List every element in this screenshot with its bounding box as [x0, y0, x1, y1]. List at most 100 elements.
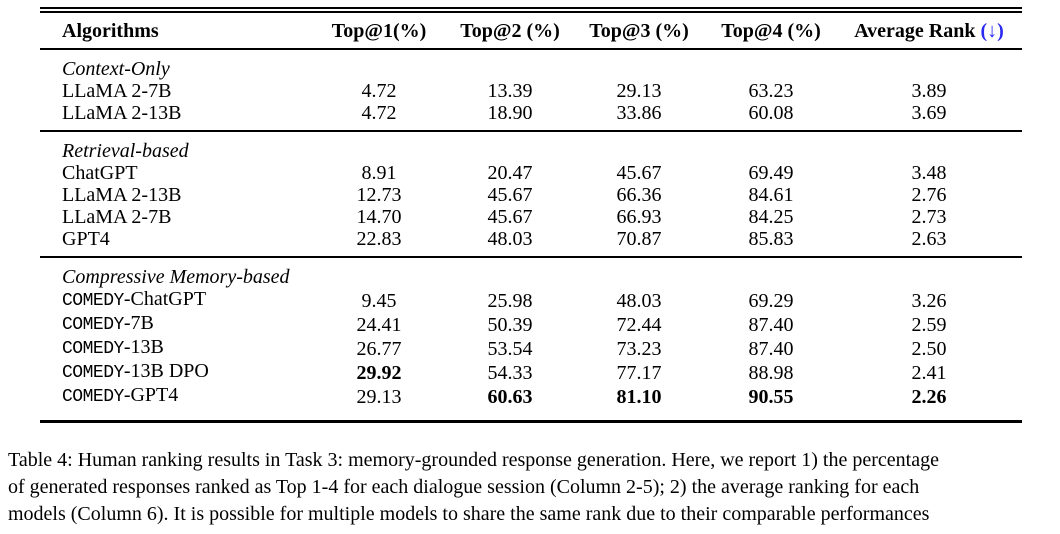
value-cell: 84.61 — [748, 184, 794, 206]
value-cell: 12.73 — [356, 184, 402, 206]
value-cell: 8.91 — [361, 162, 397, 184]
value-cell: 45.67 — [616, 162, 662, 184]
table-caption: Table 4: Human ranking results in Task 3… — [8, 447, 939, 528]
value-cell: 2.73 — [911, 206, 947, 228]
value-cell: 4.72 — [361, 102, 397, 124]
header-row: Algorithms Top@1(%) Top@2 (%) Top@3 (%) Top@… — [40, 13, 1022, 50]
value-cell: 3.89 — [911, 80, 947, 102]
value-cell: 48.03 — [487, 228, 533, 250]
table-row: COMEDY-ChatGPT 9.45 25.98 48.03 69.29 3.26 — [40, 288, 1022, 312]
value-cell: 29.92 — [356, 362, 402, 384]
column-header-3: Top@3 (%) — [572, 13, 706, 50]
algorithm-name: LLaMA 2-13B — [62, 184, 182, 206]
algorithm-name: ChatGPT — [62, 162, 138, 184]
value-cell: 87.40 — [748, 338, 794, 360]
value-cell: 63.23 — [748, 80, 794, 102]
value-cell: 60.08 — [748, 102, 794, 124]
value-cell: 22.83 — [356, 228, 402, 250]
caption-line-1: Table 4: Human ranking results in Task 3… — [8, 449, 939, 471]
value-cell: 3.48 — [911, 162, 947, 184]
value-cell: 2.63 — [911, 228, 947, 250]
caption-line-3: models (Column 6). It is possible for mu… — [8, 503, 930, 525]
table-row: COMEDY-13B 26.77 53.54 73.23 87.40 2.50 — [40, 336, 1022, 360]
value-cell: 3.69 — [911, 102, 947, 124]
algorithm-name: COMEDY-13B — [62, 336, 164, 359]
value-cell: 69.29 — [748, 290, 794, 312]
value-cell: 29.13 — [356, 386, 402, 408]
table-row: COMEDY-7B 24.41 50.39 72.44 87.40 2.59 — [40, 312, 1022, 336]
value-cell: 45.67 — [487, 184, 533, 206]
down-arrow-icon: (↓) — [980, 20, 1004, 42]
value-cell: 13.39 — [487, 80, 533, 102]
value-cell: 45.67 — [487, 206, 533, 228]
column-header-algorithms: Algorithms — [40, 13, 310, 50]
algorithm-name: COMEDY-7B — [62, 312, 154, 335]
model-name-mono: COMEDY — [62, 387, 124, 407]
value-cell: 70.87 — [616, 228, 662, 250]
column-header-4: Top@4 (%) — [706, 13, 836, 50]
value-cell: 66.93 — [616, 206, 662, 228]
value-cell: 2.59 — [911, 314, 947, 336]
algorithm-name: COMEDY-GPT4 — [62, 384, 179, 407]
value-cell: 29.13 — [616, 80, 662, 102]
algorithm-name: LLaMA 2-13B — [62, 102, 182, 124]
value-cell: 88.98 — [748, 362, 794, 384]
table-body: Context-Only LLaMA 2-7B 4.72 13.39 29.13 63.2… — [40, 48, 1022, 422]
table-row: LLaMA 2-13B 12.73 45.67 66.36 84.61 2.76 — [40, 184, 1022, 206]
value-cell: 90.55 — [748, 386, 794, 408]
table-top-rule — [40, 7, 1022, 13]
value-cell: 72.44 — [616, 314, 662, 336]
table-header: Algorithms Top@1(%) Top@2 (%) Top@3 (%) Top@… — [40, 13, 1022, 50]
algorithm-name: COMEDY-ChatGPT — [62, 288, 207, 311]
value-cell: 48.03 — [616, 290, 662, 312]
section-label-row: Compressive Memory-based — [40, 256, 1022, 288]
model-name-mono: COMEDY — [62, 291, 124, 311]
value-cell: 2.41 — [911, 362, 947, 384]
section-label: Retrieval-based — [40, 130, 1022, 162]
table-row: COMEDY-13B DPO 29.92 54.33 77.17 88.98 2.41 — [40, 360, 1022, 384]
value-cell: 2.26 — [911, 386, 947, 408]
value-cell: 26.77 — [356, 338, 402, 360]
value-cell: 87.40 — [748, 314, 794, 336]
column-header-5: Average Rank (↓) — [836, 13, 1022, 50]
value-cell: 77.17 — [616, 362, 662, 384]
algorithm-name: COMEDY-13B DPO — [62, 360, 209, 383]
table-row: LLaMA 2-13B 4.72 18.90 33.86 60.08 3.69 — [40, 102, 1022, 131]
model-name-mono: COMEDY — [62, 339, 124, 359]
value-cell: 66.36 — [616, 184, 662, 206]
section-label-row: Retrieval-based — [40, 130, 1022, 162]
results-table: Algorithms Top@1(%) Top@2 (%) Top@3 (%) Top@… — [40, 13, 1022, 423]
value-cell: 73.23 — [616, 338, 662, 360]
value-cell: 3.26 — [911, 290, 947, 312]
value-cell: 69.49 — [748, 162, 794, 184]
value-cell: 2.76 — [911, 184, 947, 206]
value-cell: 60.63 — [487, 386, 533, 408]
value-cell: 53.54 — [487, 338, 533, 360]
value-cell: 18.90 — [487, 102, 533, 124]
caption-line-2: of generated responses ranked as Top 1-4… — [8, 476, 920, 498]
section-label: Context-Only — [40, 48, 1022, 80]
value-cell: 50.39 — [487, 314, 533, 336]
section-label-row: Context-Only — [40, 48, 1022, 80]
results-table-area: Algorithms Top@1(%) Top@2 (%) Top@3 (%) Top@… — [40, 7, 1022, 423]
value-cell: 85.83 — [748, 228, 794, 250]
table-row: LLaMA 2-7B 14.70 45.67 66.93 84.25 2.73 — [40, 206, 1022, 228]
value-cell: 25.98 — [487, 290, 533, 312]
column-header-1: Top@1(%) — [310, 13, 448, 50]
value-cell: 14.70 — [356, 206, 402, 228]
table-row: LLaMA 2-7B 4.72 13.39 29.13 63.23 3.89 — [40, 80, 1022, 102]
algorithm-name: LLaMA 2-7B — [62, 206, 172, 228]
table-row: COMEDY-GPT4 29.13 60.63 81.10 90.55 2.26 — [40, 384, 1022, 422]
value-cell: 81.10 — [616, 386, 662, 408]
section-label: Compressive Memory-based — [40, 256, 1022, 288]
value-cell: 33.86 — [616, 102, 662, 124]
value-cell: 20.47 — [487, 162, 533, 184]
value-cell: 4.72 — [361, 80, 397, 102]
model-name-mono: COMEDY — [62, 315, 124, 335]
table-row: ChatGPT 8.91 20.47 45.67 69.49 3.48 — [40, 162, 1022, 184]
algorithm-name: LLaMA 2-7B — [62, 80, 172, 102]
algorithm-name: GPT4 — [62, 228, 110, 250]
column-header-2: Top@2 (%) — [448, 13, 572, 50]
value-cell: 9.45 — [361, 290, 397, 312]
